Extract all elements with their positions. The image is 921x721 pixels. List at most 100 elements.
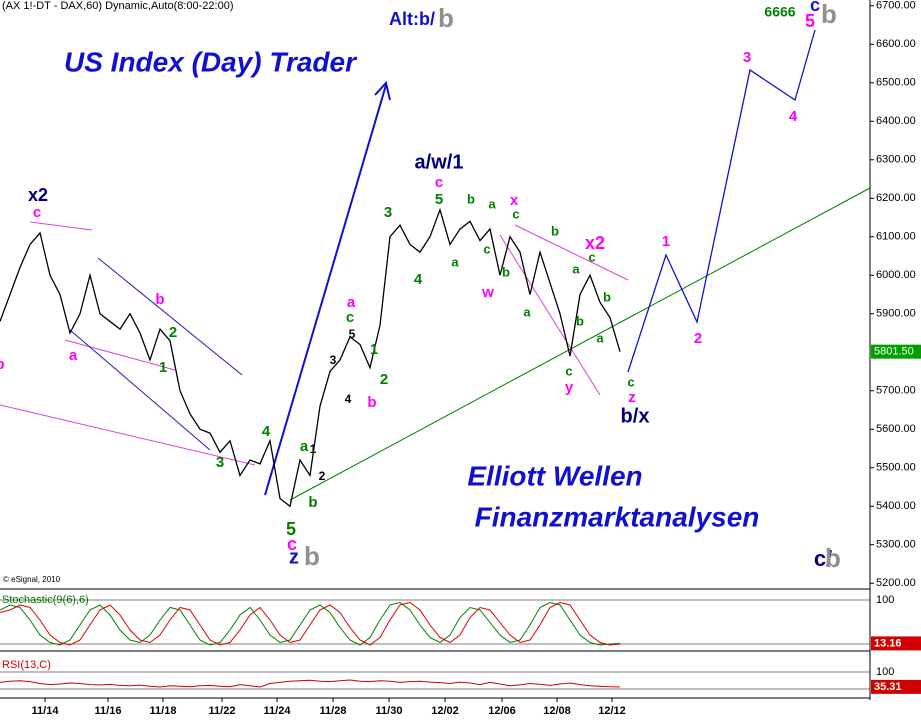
wave-label: b [0,356,5,373]
wave-label: x2 [585,233,605,253]
wave-label: c [512,206,519,221]
wave-label: c/ [814,546,832,571]
wave-label: 1 [370,341,378,358]
wave-label: 3 [216,454,224,471]
y-tick-label: 5300.00 [876,539,916,551]
wave-label: a [488,196,496,211]
wave-label: 5 [805,11,815,31]
wave-label: y [565,379,574,396]
y-tick-label: 6600.00 [876,38,916,50]
last-value-box [871,679,921,694]
wave-label: c [287,534,297,554]
wave-label: 2 [319,469,326,483]
y-tick-label: 5900.00 [876,308,916,320]
wave-label: 2 [380,371,388,388]
last-value-label: 13.16 [874,637,902,649]
wave-label: z [289,546,299,568]
x-tick-label: 12/12 [598,705,626,717]
trend-line [289,187,871,501]
wave-label: b [603,289,611,304]
x-tick-label: 11/28 [320,705,347,717]
x-tick-label: 11/24 [264,705,292,717]
price-line [0,207,621,508]
wave-label: a [300,438,309,455]
x-tick-label: 11/14 [32,705,60,717]
x-tick-label: 11/22 [209,705,236,717]
copyright: © eSignal, 2010 [3,575,61,584]
wave-label: a/w/1 [415,151,464,173]
wave-label: 2 [169,324,177,341]
wave-label: a [572,261,580,276]
last-value-label: 35.31 [874,681,902,693]
y-tick-label: 6700.00 [876,0,916,12]
wave-label: b [821,0,837,29]
wave-label: b/x [621,405,650,427]
wave-label: 5 [349,327,356,341]
y-tick-label: 6100.00 [876,231,916,243]
wave-label: b [367,394,376,411]
y-tick-label: 6000.00 [876,269,916,281]
wave-label: c [346,309,354,326]
wave-label: x [510,192,519,209]
wave-label: x2 [28,185,48,205]
wave-label: 5 [286,519,296,539]
wave-label: 3 [384,204,392,221]
y-tick-label: 5600.00 [876,423,916,435]
wave-label: 2 [694,330,702,347]
wave-label: 4 [414,271,423,288]
wave-label: b [825,543,841,573]
x-tick-label: 12/02 [431,705,459,717]
y-tick-label: 100 [876,666,894,678]
trend-lines [0,29,871,501]
x-tick-label: 11/18 [150,705,177,717]
y-tick-label: 6500.00 [876,77,916,89]
y-tick-label: 5200.00 [876,577,916,589]
trend-line [69,329,211,451]
trend-line [29,221,93,231]
x-tick-label: 11/16 [95,705,122,717]
chart-title: (AX 1!-DT - DAX,60) Dynamic,Auto(8:00-22… [2,0,234,12]
wave-label: c [565,363,572,378]
trend-line [0,404,256,466]
headline: Elliott Wellen [467,460,642,491]
wave-label: 6666 [764,4,795,20]
y-tick-label: 6400.00 [876,115,916,127]
headline: US Index (Day) Trader [64,46,358,77]
headline: Finanzmarktanalysen [475,501,760,532]
wave-label: b [467,191,475,206]
wave-label: a [596,330,604,345]
wave-label: c [483,241,490,256]
wave-label: w [481,284,494,301]
wave-label: 3 [330,353,337,367]
trend-line [514,224,629,281]
wave-label: b [304,541,320,571]
wave-label: z [628,389,636,406]
projection [627,29,816,373]
rsi-line [0,679,621,688]
wave-label: b [502,264,510,279]
last-value-box [871,636,921,651]
wave-label: c [435,174,443,191]
wave-label: a [69,347,78,364]
wave-label: b [308,494,317,511]
wave-label: c [810,0,820,15]
rsi-title: RSI(13,C) [2,659,51,671]
trend-line [64,339,176,371]
wave-label: 4 [262,423,271,440]
wave-label: 4 [789,108,798,125]
y-tick-label: 5500.00 [876,462,916,474]
stochastic-line [0,601,621,646]
wave-label: 1 [159,359,167,376]
wave-label: c [33,204,41,221]
wave-label: 5 [435,191,443,208]
trend-line [499,234,601,396]
arrow-head [374,80,391,101]
x-tick-label: 12/06 [488,705,516,717]
wave-label: b [551,223,559,238]
wave-label: 4 [345,392,352,406]
y-tick-label: 6300.00 [876,154,916,166]
last-price-box [871,344,921,359]
trend-line [97,257,243,376]
